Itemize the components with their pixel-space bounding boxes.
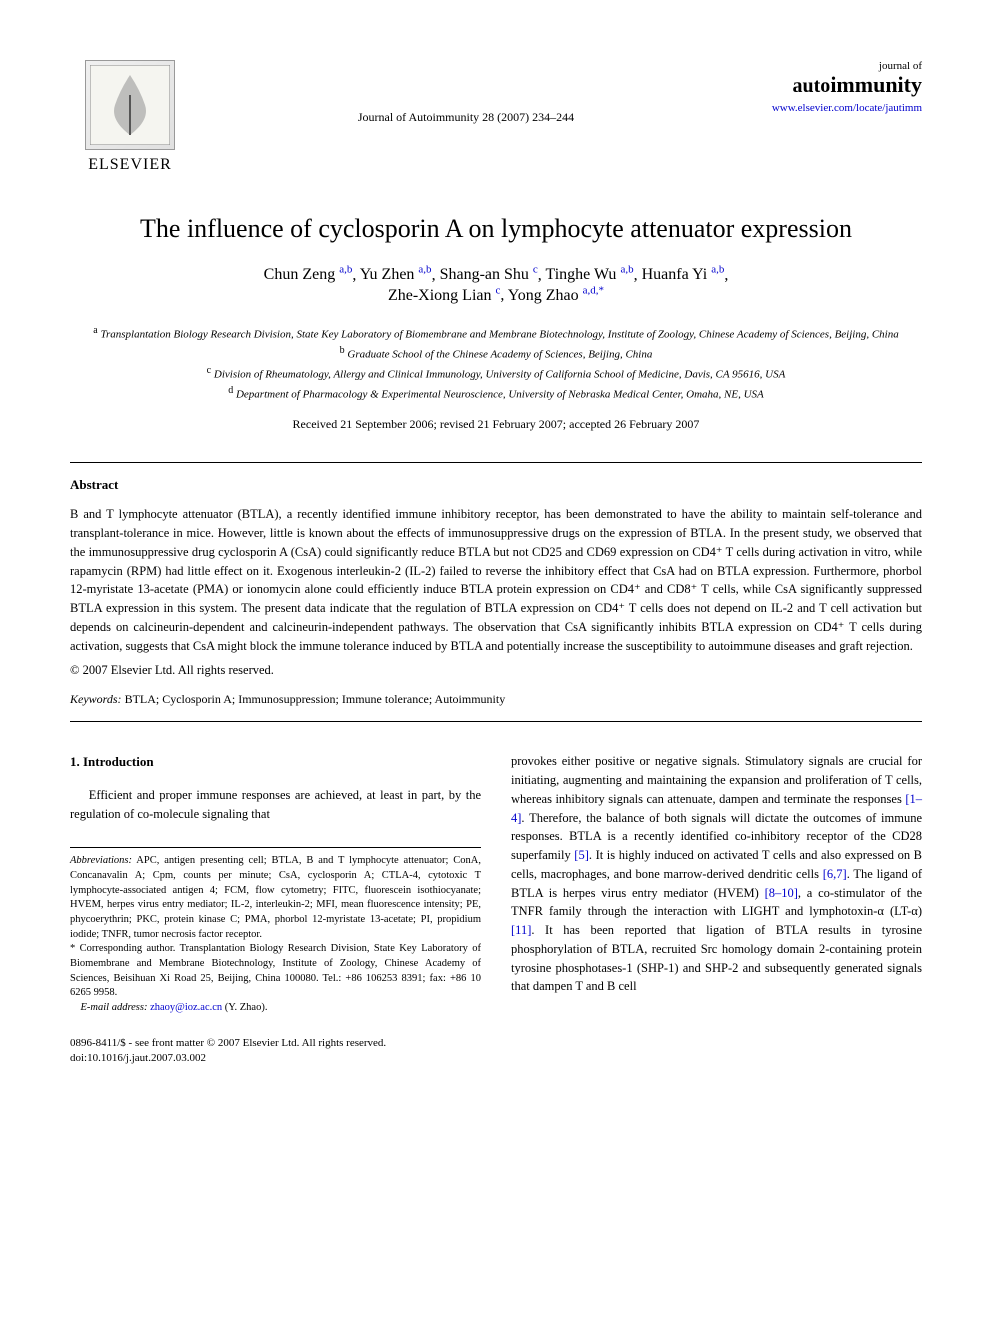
author: Yong Zhao a,d,* — [508, 287, 604, 304]
doi: doi:10.1016/j.jaut.2007.03.002 — [70, 1051, 922, 1066]
affiliation-d: Department of Pharmacology & Experimenta… — [236, 389, 764, 401]
front-matter: 0896-8411/$ - see front matter © 2007 El… — [70, 1036, 922, 1051]
publisher-block: ELSEVIER — [70, 60, 190, 174]
author-list: Chun Zeng a,b, Yu Zhen a,b, Shang-an Shu… — [70, 264, 922, 305]
keywords-label: Keywords: — [70, 692, 122, 706]
keywords-list: BTLA; Cyclosporin A; Immunosuppression; … — [125, 692, 506, 706]
abstract-body: B and T lymphocyte attenuator (BTLA), a … — [70, 505, 922, 655]
cite-link[interactable]: [8–10] — [765, 886, 798, 900]
page-header: ELSEVIER Journal of Autoimmunity 28 (200… — [70, 60, 922, 174]
keywords: Keywords: BTLA; Cyclosporin A; Immunosup… — [70, 692, 922, 707]
elsevier-tree-icon — [85, 60, 175, 150]
copyright: © 2007 Elsevier Ltd. All rights reserved… — [70, 663, 922, 678]
divider — [70, 462, 922, 463]
footnotes: Abbreviations: APC, antigen presenting c… — [70, 847, 481, 1016]
journal-logo-auto: auto — [793, 75, 831, 97]
publisher-name: ELSEVIER — [88, 156, 172, 174]
divider — [70, 721, 922, 722]
author: Chun Zeng a,b — [264, 266, 353, 283]
email-person: (Y. Zhao). — [222, 1002, 267, 1013]
corresp-note: * Corresponding author. Transplantation … — [70, 942, 481, 1001]
abbrev-label: Abbreviations: — [70, 855, 132, 866]
article-title: The influence of cyclosporin A on lympho… — [70, 214, 922, 244]
author: Shang-an Shu c — [440, 266, 538, 283]
intro-para-left: Efficient and proper immune responses ar… — [70, 786, 481, 824]
affiliation-c: Division of Rheumatology, Allergy and Cl… — [214, 369, 785, 381]
article-dates: Received 21 September 2006; revised 21 F… — [70, 417, 922, 432]
cite-link[interactable]: [5] — [574, 848, 589, 862]
intro-para-right: provokes either positive or negative sig… — [511, 752, 922, 996]
journal-reference: Journal of Autoimmunity 28 (2007) 234–24… — [190, 110, 742, 125]
author: Yu Zhen a,b — [360, 266, 432, 283]
abstract-heading: Abstract — [70, 477, 922, 493]
body-columns: 1. Introduction Efficient and proper imm… — [70, 752, 922, 1016]
journal-logo-immunity: immunity — [830, 72, 922, 97]
email-label: E-mail address: — [81, 1002, 148, 1013]
journal-logo-block: journal of autoimmunity www.elsevier.com… — [742, 60, 922, 114]
abbrev-text: APC, antigen presenting cell; BTLA, B an… — [70, 855, 481, 939]
email-link[interactable]: zhaoy@ioz.ac.cn — [150, 1002, 222, 1013]
affiliation-b: Graduate School of the Chinese Academy o… — [347, 348, 652, 360]
journal-logo-top: journal of — [879, 60, 922, 72]
journal-logo: journal of autoimmunity — [793, 60, 922, 98]
cite-link[interactable]: [11] — [511, 923, 531, 937]
affiliations: a Transplantation Biology Research Divis… — [70, 323, 922, 404]
author: Zhe-Xiong Lian c — [388, 287, 500, 304]
author: Tinghe Wu a,b — [546, 266, 634, 283]
right-column: provokes either positive or negative sig… — [511, 752, 922, 1016]
section-heading: 1. Introduction — [70, 752, 481, 772]
cite-link[interactable]: [6,7] — [823, 867, 847, 881]
doi-block: 0896-8411/$ - see front matter © 2007 El… — [70, 1036, 922, 1067]
author: Huanfa Yi a,b — [642, 266, 725, 283]
journal-url-link[interactable]: www.elsevier.com/locate/jautimm — [772, 102, 922, 114]
affiliation-a: Transplantation Biology Research Divisio… — [100, 328, 898, 340]
left-column: 1. Introduction Efficient and proper imm… — [70, 752, 481, 1016]
